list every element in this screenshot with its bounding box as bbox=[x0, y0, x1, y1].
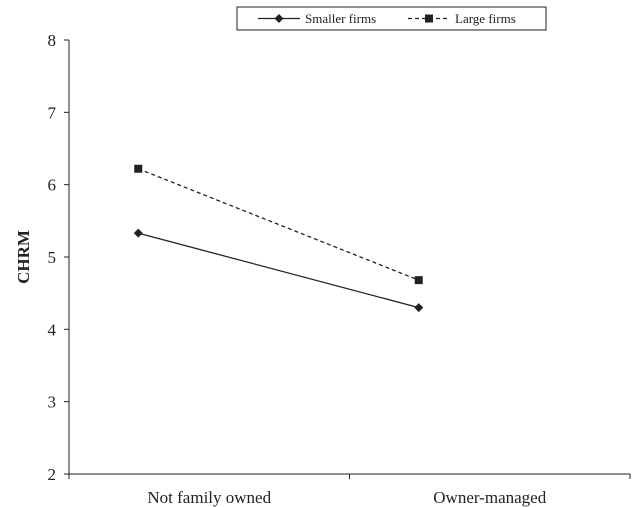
series-line-smaller-firms bbox=[138, 232, 419, 309]
y-tick-label: 8 bbox=[48, 31, 57, 50]
x-category-label: Not family owned bbox=[147, 488, 271, 507]
legend-marker-smaller-firms bbox=[274, 14, 284, 23]
axes: 2 3 4 5 6 7 8 Not family owned Owner-managed bbox=[48, 31, 631, 507]
x-category-label: Owner-managed bbox=[433, 488, 546, 507]
data-point-large-firms bbox=[134, 164, 143, 173]
y-axis-title: CHRM bbox=[14, 230, 33, 284]
data-point-large-firms bbox=[414, 276, 423, 285]
legend-box bbox=[236, 6, 547, 31]
y-tick-label: 3 bbox=[48, 393, 57, 412]
y-tick-label: 5 bbox=[48, 248, 57, 267]
y-tick-label: 4 bbox=[48, 320, 57, 339]
y-tick-label: 6 bbox=[48, 176, 57, 195]
legend-marker-large-firms bbox=[425, 14, 433, 23]
series-layer bbox=[133, 164, 424, 313]
y-tick-label: 2 bbox=[48, 465, 57, 484]
series-line-large-firms bbox=[138, 168, 419, 281]
legend-label-large-firms: Large firms bbox=[455, 11, 516, 26]
data-point-smaller-firms bbox=[133, 228, 143, 238]
legend: Smaller firms Large firms bbox=[236, 6, 547, 31]
legend-label-smaller-firms: Smaller firms bbox=[305, 11, 376, 26]
y-tick-label: 7 bbox=[48, 103, 57, 122]
data-point-smaller-firms bbox=[414, 303, 424, 313]
